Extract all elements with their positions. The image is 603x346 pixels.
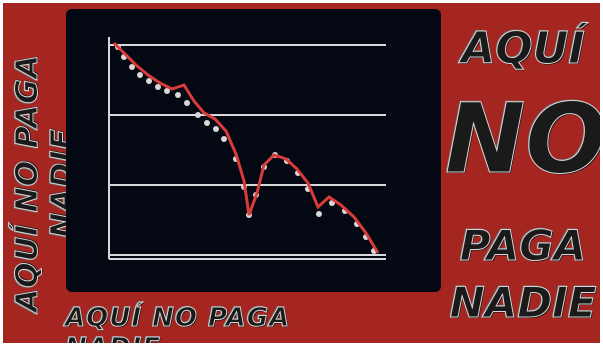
big-word-nadie: NADIE: [449, 278, 597, 328]
scatter-points: [115, 44, 377, 254]
poster-frame: AQUÍ NO PAGA NADIE: [3, 3, 600, 343]
big-word-paga: PAGA: [459, 221, 587, 271]
big-word-no: NO: [445, 83, 601, 195]
trend-line: [112, 41, 380, 254]
declining-chart: [108, 37, 386, 260]
chart-panel: [66, 9, 441, 292]
big-word-aqui: AQUÍ: [461, 23, 586, 75]
bottom-slogan: AQUÍ NO PAGA NADIE: [65, 303, 291, 344]
side-slogan: AQUÍ NO PAGA NADIE: [10, 53, 81, 313]
